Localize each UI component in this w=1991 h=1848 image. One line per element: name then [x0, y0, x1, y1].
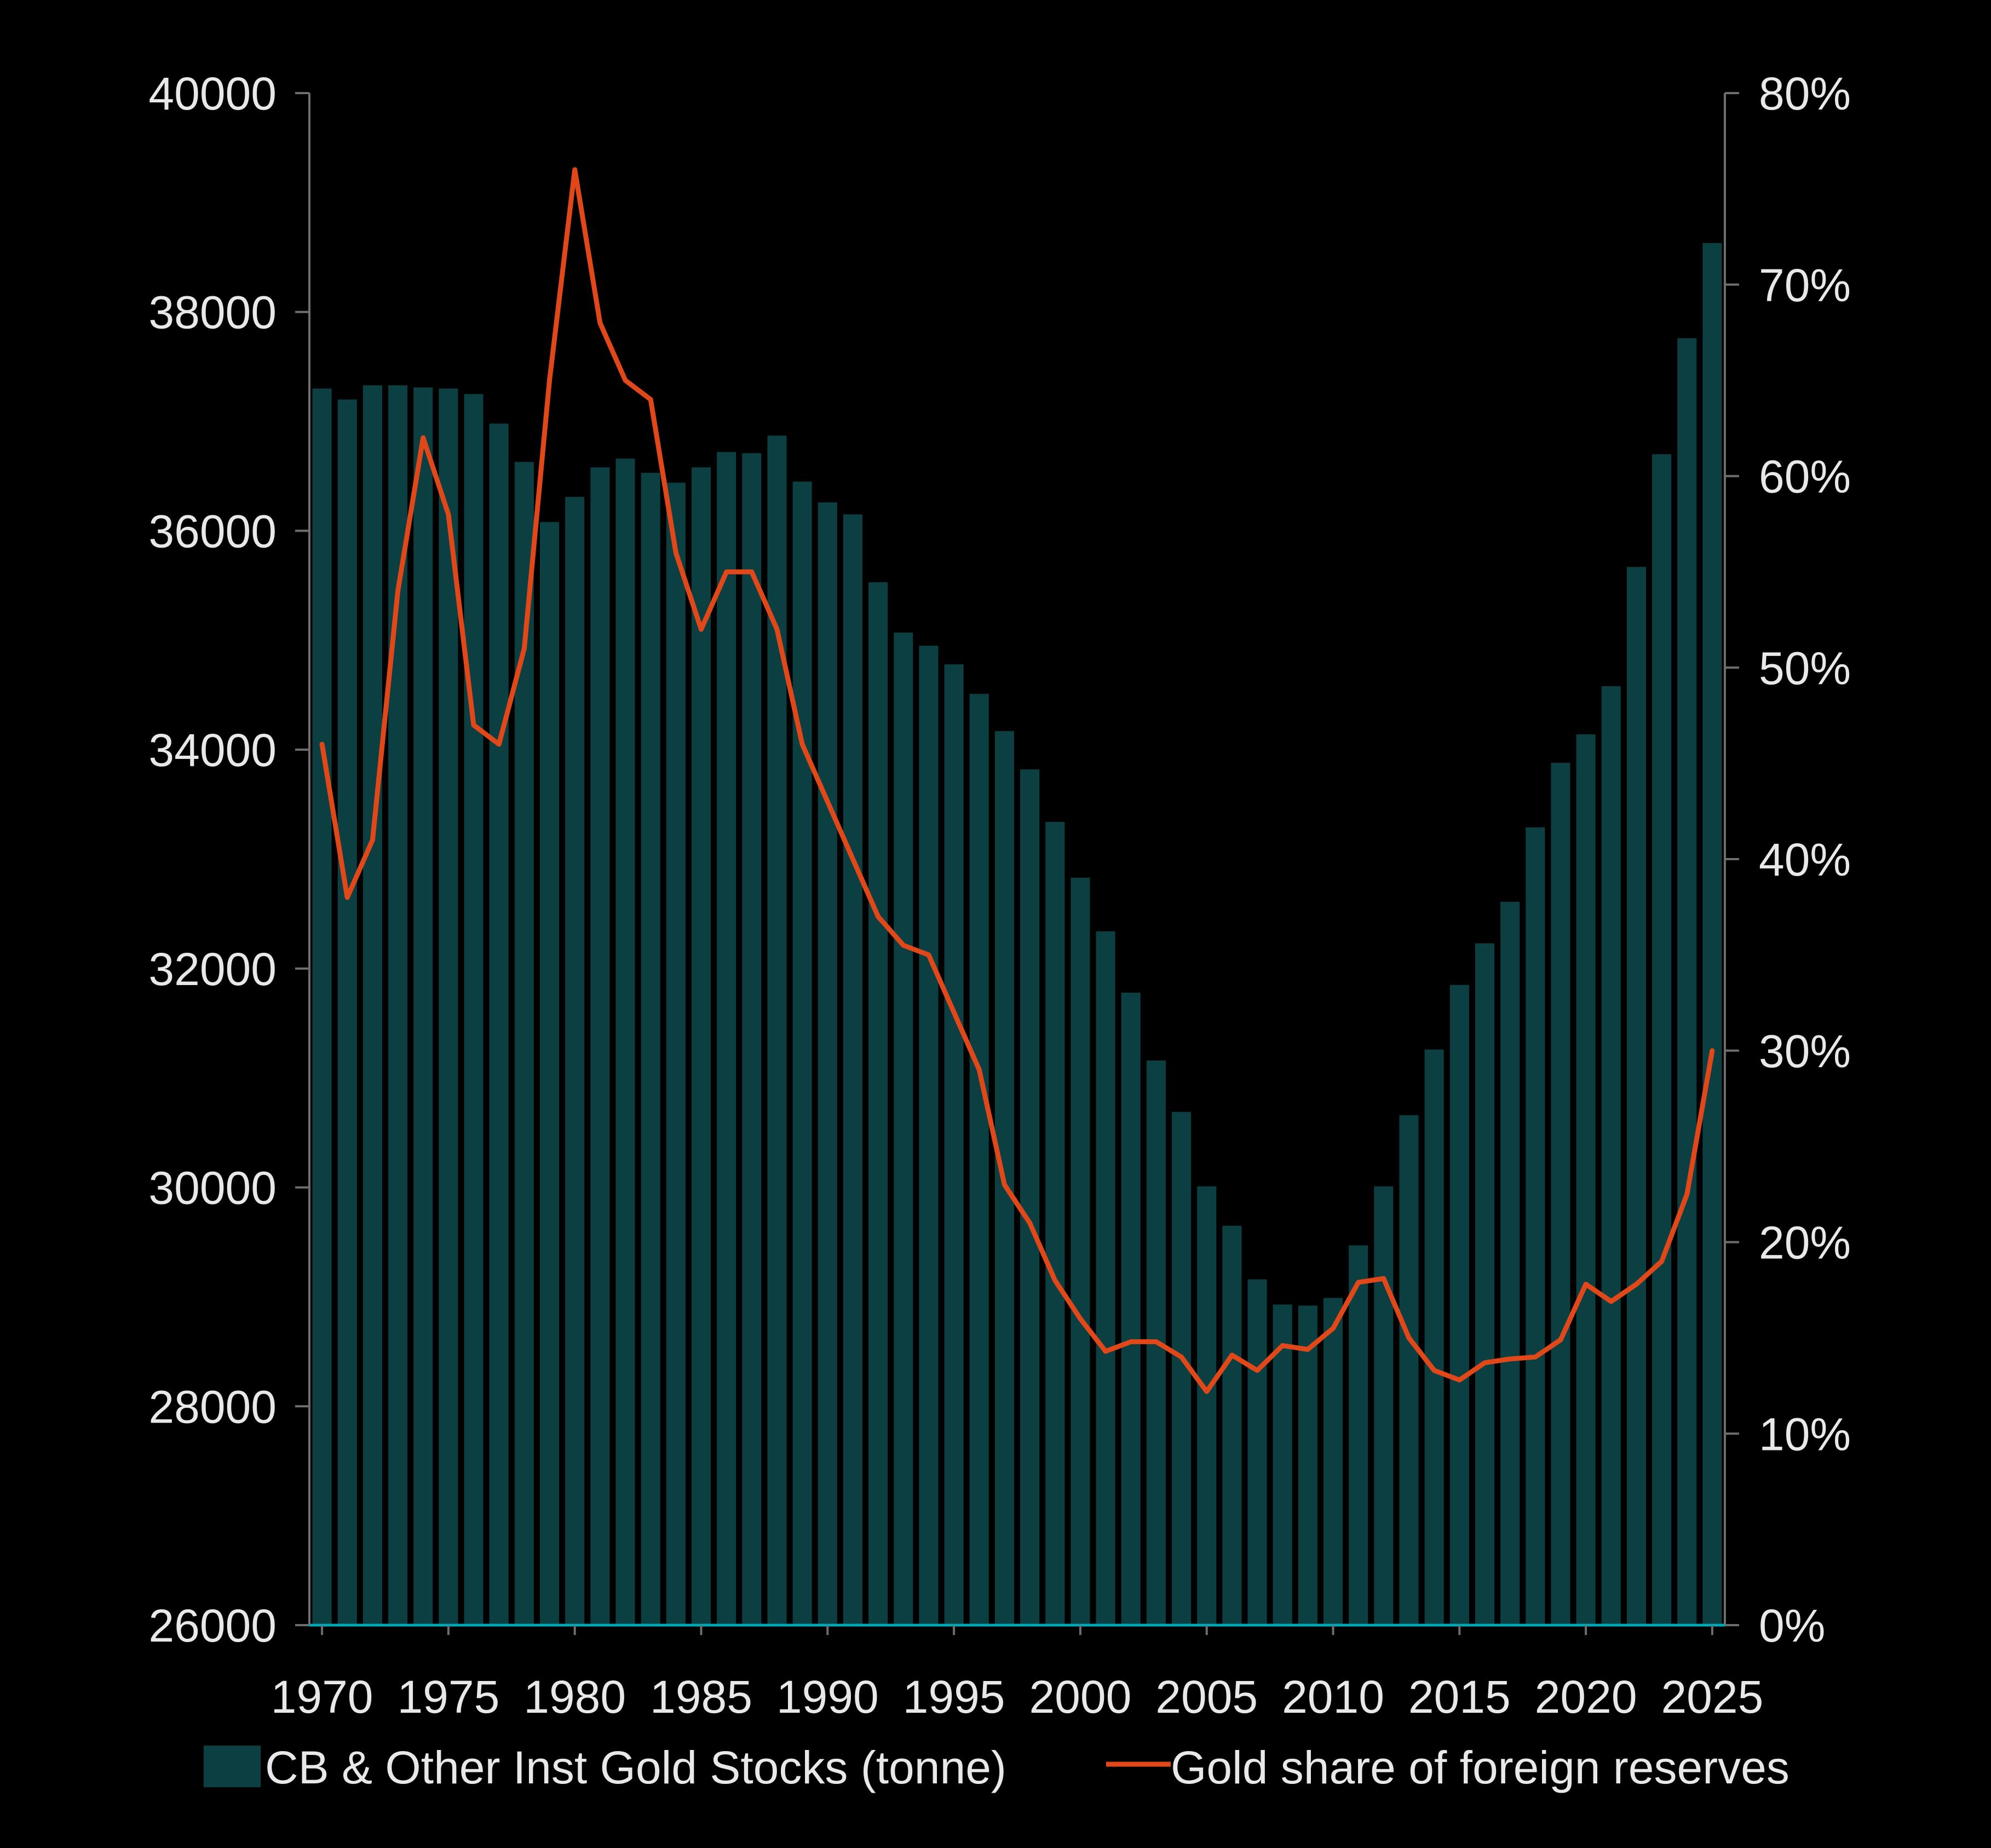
bar-1996 [969, 694, 989, 1625]
axes [295, 92, 1739, 1635]
bar-1994 [919, 646, 939, 1625]
line-series-gold-share [319, 167, 1715, 1394]
right-tick-label-50: 50% [1759, 642, 1851, 694]
bar-2020 [1576, 734, 1596, 1625]
x-tick-label-2025: 2025 [1661, 1671, 1763, 1723]
x-tick-label-2010: 2010 [1282, 1671, 1384, 1723]
x-tick-label-2020: 2020 [1535, 1671, 1637, 1723]
right-tick-label-80: 80% [1759, 68, 1851, 119]
x-tick-label-1970: 1970 [271, 1671, 373, 1723]
right-tick-label-60: 60% [1759, 451, 1851, 503]
bar-1976 [464, 394, 484, 1626]
bar-1982 [615, 458, 635, 1625]
bar-1995 [944, 664, 964, 1625]
right-tick-label-40: 40% [1759, 834, 1851, 885]
bar-2018 [1526, 827, 1545, 1625]
bar-series-gold-stocks [312, 243, 1722, 1626]
x-tick-label-2015: 2015 [1408, 1671, 1511, 1723]
bar-2025 [1702, 243, 1722, 1625]
legend-label-gold-share: Gold share of foreign reserves [1171, 1742, 1789, 1793]
right-tick-label-70: 70% [1759, 260, 1851, 311]
bar-1993 [894, 632, 913, 1625]
left-tick-label-40000: 40000 [148, 68, 277, 119]
bar-2021 [1601, 686, 1621, 1625]
bar-2013 [1399, 1115, 1419, 1625]
bar-1986 [717, 452, 736, 1625]
bar-2017 [1500, 901, 1520, 1625]
bar-1973 [388, 385, 408, 1625]
bar-1990 [818, 502, 837, 1625]
x-tick-label-1990: 1990 [776, 1671, 879, 1723]
legend: CB & Other Inst Gold Stocks (tonne) Gold… [204, 1742, 1789, 1793]
x-tick-label-2005: 2005 [1155, 1671, 1258, 1723]
bar-2015 [1449, 985, 1469, 1625]
left-tick-label-30000: 30000 [148, 1162, 277, 1214]
bar-2010 [1323, 1298, 1343, 1625]
right-tick-label-30: 30% [1759, 1026, 1851, 1077]
bar-1987 [742, 453, 762, 1625]
bar-2016 [1475, 943, 1495, 1625]
legend-swatch-gold-stocks [204, 1746, 261, 1787]
left-tick-label-38000: 38000 [148, 287, 277, 338]
right-tick-label-10: 10% [1759, 1408, 1851, 1460]
bar-1975 [439, 388, 458, 1626]
bar-2009 [1298, 1305, 1317, 1625]
x-tick-label-1980: 1980 [523, 1671, 626, 1723]
bar-2005 [1197, 1186, 1217, 1625]
line-gold-share-path [319, 167, 1715, 1394]
bar-2008 [1273, 1304, 1292, 1625]
bar-2022 [1626, 567, 1646, 1625]
x-tick-label-1985: 1985 [650, 1671, 752, 1723]
bar-1980 [565, 497, 585, 1625]
x-tick-label-1995: 1995 [903, 1671, 1005, 1723]
bar-1977 [489, 423, 509, 1625]
bar-2000 [1071, 877, 1090, 1625]
bar-1974 [413, 387, 433, 1625]
bar-1979 [539, 522, 560, 1626]
bar-2023 [1652, 454, 1672, 1625]
bar-2002 [1121, 992, 1141, 1625]
left-tick-label-26000: 26000 [148, 1600, 277, 1651]
left-tick-label-36000: 36000 [148, 505, 277, 557]
right-tick-label-20: 20% [1759, 1217, 1851, 1269]
bar-2007 [1247, 1279, 1267, 1625]
bar-2019 [1551, 763, 1570, 1625]
bar-1998 [1020, 769, 1040, 1625]
bar-1983 [641, 473, 660, 1625]
x-tick-label-2000: 2000 [1029, 1671, 1131, 1723]
bar-2001 [1096, 931, 1115, 1625]
legend-label-gold-stocks: CB & Other Inst Gold Stocks (tonne) [265, 1742, 1006, 1793]
bar-1981 [590, 467, 610, 1625]
left-tick-label-32000: 32000 [148, 943, 277, 995]
bar-1991 [843, 514, 862, 1626]
bar-1970 [312, 388, 332, 1626]
bar-2011 [1349, 1245, 1368, 1625]
bar-1989 [792, 481, 812, 1625]
bar-1985 [691, 467, 711, 1625]
bar-1999 [1045, 822, 1065, 1625]
bar-1971 [337, 399, 357, 1625]
tick-labels: 26000 28000 30000 32000 34000 36000 38000 40000… [148, 68, 1851, 1723]
bar-1992 [868, 582, 888, 1625]
bar-2014 [1424, 1049, 1444, 1625]
x-tick-label-1975: 1975 [397, 1671, 499, 1723]
right-tick-label-0: 0% [1759, 1600, 1825, 1651]
bar-1972 [362, 385, 382, 1625]
bar-2012 [1374, 1186, 1394, 1625]
bar-1984 [666, 482, 686, 1625]
left-tick-label-28000: 28000 [148, 1381, 277, 1432]
left-tick-label-34000: 34000 [148, 724, 277, 776]
bar-2006 [1222, 1225, 1242, 1625]
bar-2024 [1677, 338, 1697, 1626]
